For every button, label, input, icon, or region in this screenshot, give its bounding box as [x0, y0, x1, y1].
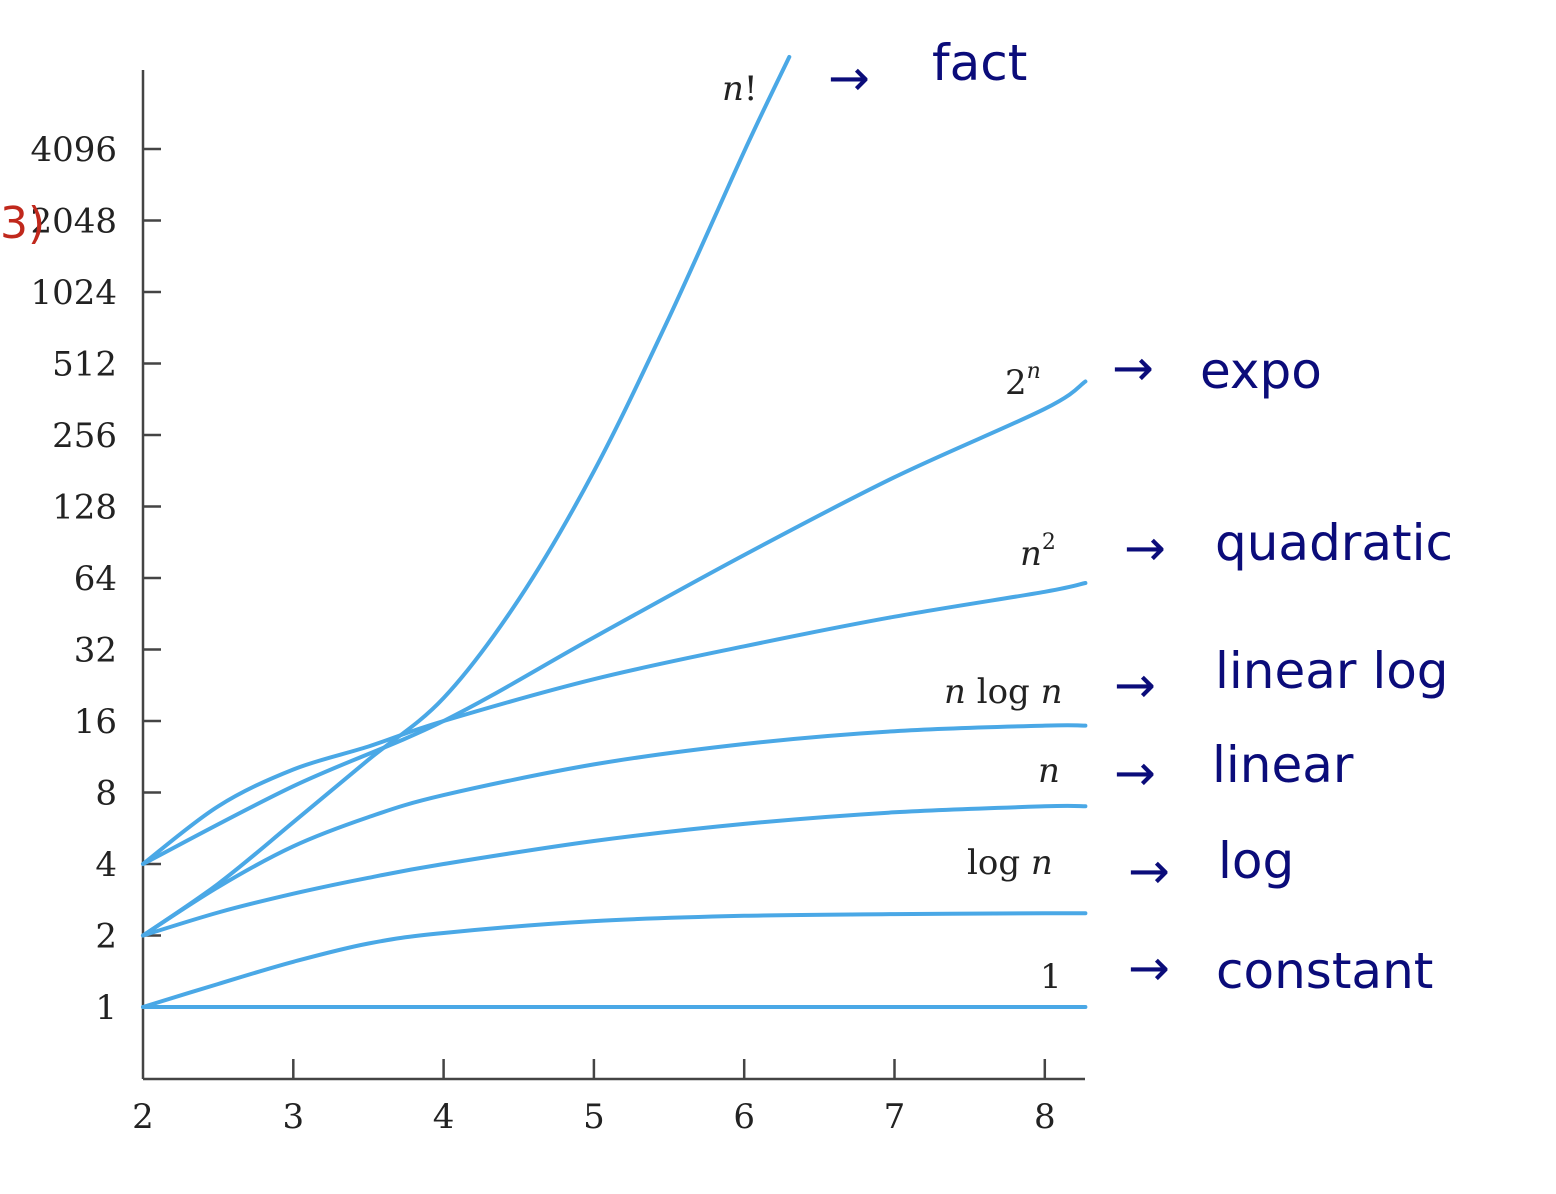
y-tick-label: 128	[52, 488, 117, 528]
y-tick-label: 32	[74, 631, 117, 671]
x-tick-label: 3	[282, 1097, 304, 1137]
x-tick-label: 5	[583, 1097, 605, 1137]
y-tick-label: 2048	[30, 202, 117, 242]
y-tick-label: 512	[52, 345, 117, 385]
svg-text:linear log: linear log	[1215, 642, 1449, 700]
svg-text:fact: fact	[932, 34, 1027, 92]
series-line-log	[141, 911, 1088, 1009]
chart-axes: 1 2 4 8 16 32 64 128 256 512 1024 2048 4096 2 3 4 5 6 7 8	[30, 70, 1085, 1137]
y-tick-label: 1	[95, 988, 117, 1028]
annotation-exponential: → expo	[1112, 339, 1322, 400]
y-tick-label: 256	[52, 416, 117, 456]
chart-curves	[141, 54, 1088, 1010]
annotation-nlogn: → linear log	[1114, 642, 1449, 714]
svg-text:→: →	[1124, 519, 1166, 577]
label-log: log n	[967, 843, 1053, 883]
label-exponential: 2n	[1005, 359, 1041, 403]
label-quadratic: n2	[1020, 530, 1056, 574]
y-tick-label: 4096	[30, 130, 117, 170]
annotation-red-mark: 3)	[0, 198, 45, 249]
label-nlogn: n log n	[944, 672, 1063, 712]
series-line-factorial	[141, 54, 792, 938]
svg-text:linear: linear	[1212, 736, 1354, 794]
series-line-quadratic	[141, 581, 1088, 866]
x-tick-label: 6	[733, 1097, 755, 1137]
series-line-exponential	[141, 379, 1088, 866]
annotation-log: → log	[1128, 832, 1294, 900]
y-tick-label: 64	[74, 559, 117, 599]
y-tick-label: 1024	[30, 273, 117, 313]
label-linear: n	[1038, 751, 1060, 791]
y-tick-label: 16	[74, 702, 117, 742]
label-constant: 1	[1040, 957, 1062, 997]
svg-text:→: →	[1128, 939, 1170, 997]
annotation-linear: → linear	[1114, 736, 1354, 802]
svg-text:→: →	[1114, 744, 1156, 802]
x-tick-label: 7	[884, 1097, 906, 1137]
series-line-nlogn	[141, 723, 1088, 938]
y-tick-label: 8	[95, 774, 117, 814]
svg-text:expo: expo	[1200, 342, 1322, 400]
svg-text:→: →	[1128, 842, 1170, 900]
series-line-linear	[141, 803, 1088, 938]
svg-text:constant: constant	[1216, 942, 1433, 1000]
x-tick-label: 8	[1034, 1097, 1056, 1137]
annotation-constant: → constant	[1128, 939, 1433, 1000]
x-tick-label: 4	[433, 1097, 455, 1137]
svg-text:→: →	[828, 49, 870, 107]
label-factorial: n!	[722, 69, 758, 109]
annotation-quadratic: → quadratic	[1124, 514, 1453, 577]
svg-text:quadratic: quadratic	[1215, 514, 1453, 572]
y-tick-label: 4	[95, 845, 117, 885]
svg-text:→: →	[1112, 339, 1154, 397]
x-tick-label: 2	[132, 1097, 154, 1137]
svg-text:log: log	[1218, 832, 1294, 890]
y-tick-label: 2	[95, 917, 117, 957]
svg-text:→: →	[1114, 656, 1156, 714]
annotation-factorial: → fact	[828, 34, 1027, 107]
